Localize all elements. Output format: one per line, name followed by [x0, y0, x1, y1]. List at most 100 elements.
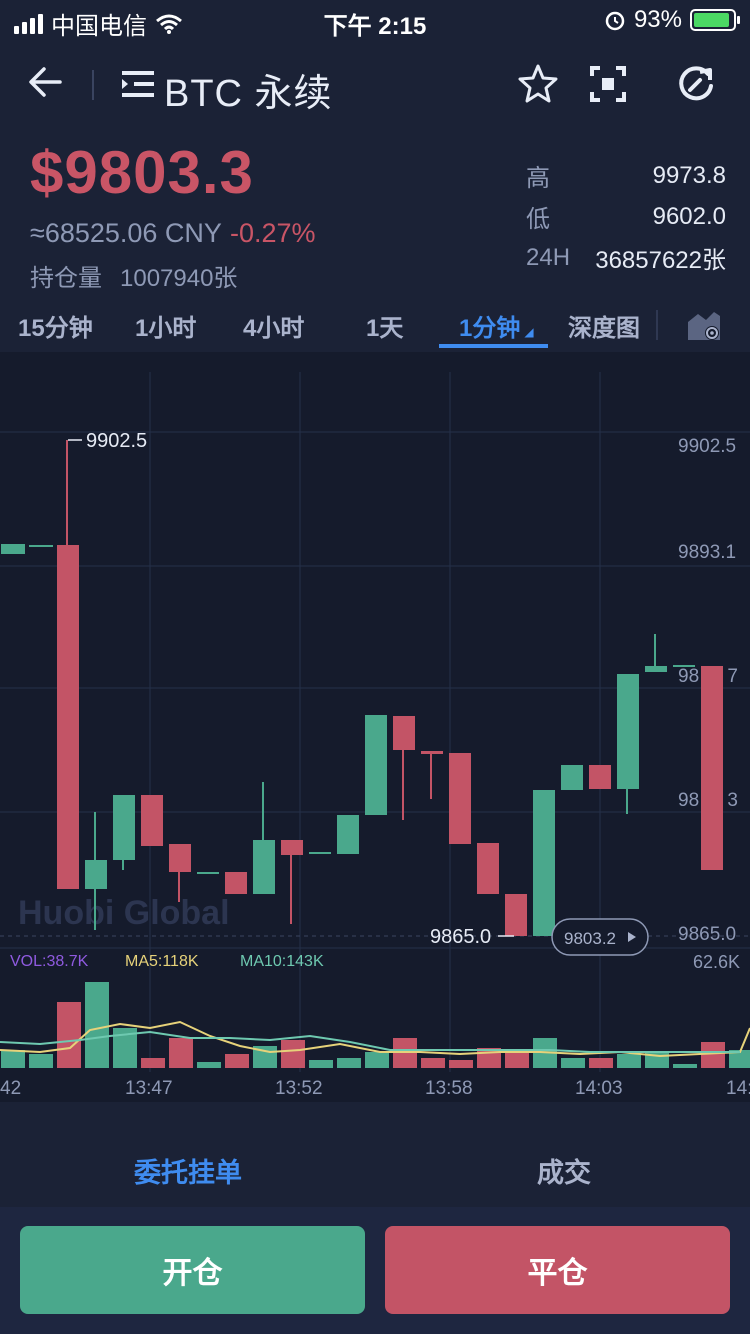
legend-ma5: MA5:118K	[125, 953, 199, 970]
current-price-tag: 9803.2	[564, 929, 616, 948]
y-axis-label: 3	[727, 790, 738, 811]
tab-1min[interactable]: 1分钟 ◢	[459, 308, 534, 343]
min-marker-label: 9865.0	[430, 926, 491, 948]
candle-body	[113, 795, 135, 860]
signal-icon	[14, 13, 43, 34]
volume-bar	[309, 1060, 333, 1068]
legend-ma10: MA10:143K	[240, 953, 324, 970]
y-axis-label: 9893.1	[678, 542, 736, 563]
volume-bar	[617, 1054, 641, 1068]
candle-body	[701, 666, 723, 870]
carrier-label: 中国电信	[51, 13, 147, 40]
volume-bar	[197, 1062, 221, 1068]
status-left: 中国电信	[14, 6, 183, 41]
candle-body	[281, 840, 303, 855]
candle-body	[645, 666, 667, 672]
active-tab-indicator	[439, 344, 548, 348]
status-time: 下午 2:15	[323, 13, 427, 40]
open-position-button[interactable]: 开仓	[20, 1226, 365, 1314]
page-title[interactable]: BTC 永续	[164, 73, 333, 115]
candle-body	[309, 852, 331, 854]
tab-1min-label: 1分钟	[459, 315, 521, 342]
tab-4hour[interactable]: 4小时	[243, 315, 305, 342]
candle-body	[617, 674, 639, 789]
star-icon[interactable]	[516, 62, 560, 106]
ma5-line	[0, 1020, 750, 1058]
stats-panel: 高 9973.8 低 9602.0 24H 36857622张	[526, 155, 726, 278]
close-position-button[interactable]: 平仓	[385, 1226, 730, 1314]
stat-low: 低 9602.0	[526, 196, 726, 237]
x-axis-label: 42	[0, 1078, 21, 1099]
y-axis-label: 9902.5	[678, 436, 736, 457]
y-axis-label: 98	[678, 666, 699, 687]
status-right: 93%	[604, 6, 740, 34]
last-price: $9803.3	[30, 139, 254, 206]
candle-body	[337, 815, 359, 854]
tab-1day[interactable]: 1天	[366, 315, 404, 342]
timeframe-tabs: 15分钟 1小时 4小时 1天 1分钟 ◢ 深度图	[0, 300, 750, 350]
stat-volume-label: 24H	[526, 243, 571, 271]
chart-settings-icon[interactable]	[686, 308, 722, 342]
kline-chart-svg[interactable]: Huobi Global 9902.5 9893.1 98 7 98 3 9865.0 9902…	[0, 352, 750, 1102]
back-arrow-icon[interactable]	[24, 60, 68, 104]
candle-body	[365, 715, 387, 815]
stat-low-value: 9602.0	[652, 202, 726, 230]
action-bar: 开仓 平仓	[0, 1207, 750, 1334]
candle-body	[141, 795, 163, 846]
hold-label: 持仓量	[30, 265, 102, 292]
candle-body	[449, 753, 471, 844]
x-axis-label: 13:47	[125, 1078, 173, 1099]
current-price-tag-arrow-icon	[628, 932, 636, 942]
refresh-icon[interactable]	[674, 62, 718, 106]
volume-bar	[701, 1042, 725, 1068]
open-interest: 持仓量 1007940张	[30, 258, 237, 293]
volume-bar	[281, 1040, 305, 1068]
tab-trades[interactable]: 成交	[537, 1158, 591, 1188]
x-axis-label: 13:58	[425, 1078, 473, 1099]
legend-vol: VOL:38.7K	[10, 953, 89, 970]
candle-body	[505, 894, 527, 936]
candle-body	[29, 545, 53, 547]
volume-bar	[729, 1050, 750, 1068]
tab-orders[interactable]: 委托挂单	[134, 1158, 242, 1188]
tab-15min[interactable]: 15分钟	[18, 315, 93, 342]
status-bar: 中国电信 下午 2:15 93%	[0, 0, 750, 42]
tabs-separator	[656, 310, 658, 340]
price-cny: ≈68525.06 CNY	[30, 218, 222, 248]
fullscreen-icon[interactable]	[586, 62, 630, 106]
x-axis-label: 13:52	[275, 1078, 323, 1099]
candle-body	[85, 860, 107, 889]
volume-bar	[225, 1054, 249, 1068]
y-axis-label: 9865.0	[678, 924, 736, 945]
stat-high: 高 9973.8	[526, 155, 726, 196]
alarm-icon	[605, 11, 625, 31]
stat-volume-value: 36857622张	[595, 247, 726, 274]
dropdown-triangle-icon: ◢	[524, 325, 534, 339]
volume-bar	[85, 982, 109, 1068]
volume-bar	[589, 1058, 613, 1068]
bottom-tabs: 委托挂单 成交	[0, 1127, 750, 1207]
price-cny-line: ≈68525.06 CNY -0.27%	[30, 218, 316, 249]
y-axis-label: 98	[678, 790, 699, 811]
x-axis-label: 14:03	[575, 1078, 623, 1099]
y-axis-label: 7	[727, 666, 738, 687]
candle-body	[197, 872, 219, 874]
battery-percent: 93%	[633, 6, 682, 33]
current-price-tag-bg	[551, 918, 649, 956]
tab-depth[interactable]: 深度图	[568, 315, 640, 342]
kline-chart[interactable]: Huobi Global 9902.5 9893.1 98 7 98 3 9865.0 9902…	[0, 352, 750, 1102]
volume-bar	[169, 1038, 193, 1068]
volume-max-label: 62.6K	[693, 952, 740, 972]
candle-body	[421, 751, 443, 754]
max-marker-label: 9902.5	[86, 430, 147, 452]
volume-bar	[57, 1002, 81, 1068]
menu-icon[interactable]	[120, 68, 156, 100]
volume-bar	[561, 1058, 585, 1068]
hold-value: 1007940张	[120, 265, 238, 292]
candle-body	[1, 544, 25, 554]
volume-bar	[337, 1058, 361, 1068]
tab-1hour[interactable]: 1小时	[135, 315, 197, 342]
stat-high-label: 高	[526, 165, 550, 192]
volume-bar	[421, 1058, 445, 1068]
stat-high-value: 9973.8	[652, 161, 726, 189]
